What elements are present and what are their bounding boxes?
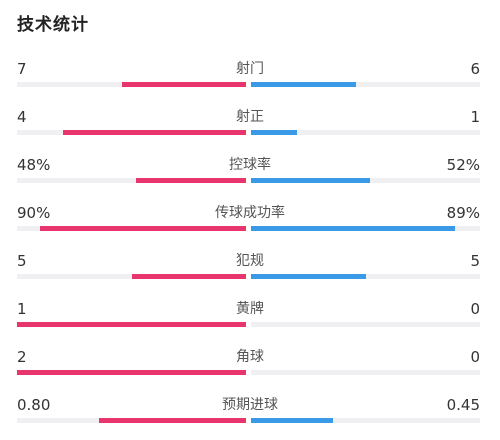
home-value: 2 [17, 348, 27, 366]
stat-label: 犯规 [236, 253, 264, 269]
home-bar-track [17, 130, 246, 135]
stat-label: 控球率 [229, 157, 271, 173]
stat-row-expected-goals: 0.80 预期进球 0.45 [0, 396, 500, 436]
stat-row-yellow-cards: 1 黄牌 0 [0, 300, 500, 340]
away-value: 6 [470, 60, 480, 78]
home-bar [122, 82, 246, 87]
home-bar [17, 370, 246, 375]
stat-label: 黄牌 [236, 301, 264, 317]
home-bar-track [17, 226, 246, 231]
away-bar-track [251, 274, 480, 279]
stat-row-possession: 48% 控球率 52% [0, 156, 500, 196]
home-bar-track [17, 418, 246, 423]
home-value: 1 [17, 300, 27, 318]
home-bar [17, 322, 246, 327]
home-bar-track [17, 274, 246, 279]
home-bar [131, 274, 246, 279]
away-bar [251, 82, 357, 87]
away-bar [251, 178, 371, 183]
home-bar-track [17, 178, 246, 183]
stat-row-pass-accuracy: 90% 传球成功率 89% [0, 204, 500, 244]
away-bar [251, 130, 297, 135]
away-value: 1 [470, 108, 480, 126]
away-bar-track [251, 418, 480, 423]
stat-row-corners: 2 角球 0 [0, 348, 500, 388]
home-value: 4 [17, 108, 27, 126]
away-bar-track [251, 130, 480, 135]
away-value: 0.45 [446, 396, 480, 414]
home-value: 5 [17, 252, 27, 270]
stat-label: 传球成功率 [215, 205, 285, 221]
stat-label: 预期进球 [222, 397, 278, 413]
away-value: 0 [470, 300, 480, 318]
home-bar [62, 130, 246, 135]
away-bar [251, 418, 334, 423]
stats-title: 技术统计 [17, 15, 89, 35]
home-bar-track [17, 370, 246, 375]
home-bar [136, 178, 246, 183]
home-bar [39, 226, 246, 231]
stat-label: 角球 [236, 349, 264, 365]
home-value: 48% [17, 156, 51, 174]
home-value: 90% [17, 204, 51, 222]
stat-row-fouls: 5 犯规 5 [0, 252, 500, 292]
away-bar-track [251, 226, 480, 231]
stat-label: 射正 [236, 109, 264, 125]
stat-row-shots: 7 射门 6 [0, 60, 500, 100]
home-value: 7 [17, 60, 27, 78]
stat-row-shots-on-target: 4 射正 1 [0, 108, 500, 148]
stat-label: 射门 [236, 61, 264, 77]
away-bar-track [251, 370, 480, 375]
home-bar-track [17, 82, 246, 87]
away-bar-track [251, 322, 480, 327]
away-value: 89% [446, 204, 480, 222]
away-bar [251, 226, 455, 231]
home-bar-track [17, 322, 246, 327]
home-bar [99, 418, 246, 423]
away-value: 0 [470, 348, 480, 366]
away-bar-track [251, 82, 480, 87]
away-bar-track [251, 178, 480, 183]
home-value: 0.80 [17, 396, 51, 414]
away-value: 52% [446, 156, 480, 174]
away-bar [251, 274, 366, 279]
away-value: 5 [470, 252, 480, 270]
